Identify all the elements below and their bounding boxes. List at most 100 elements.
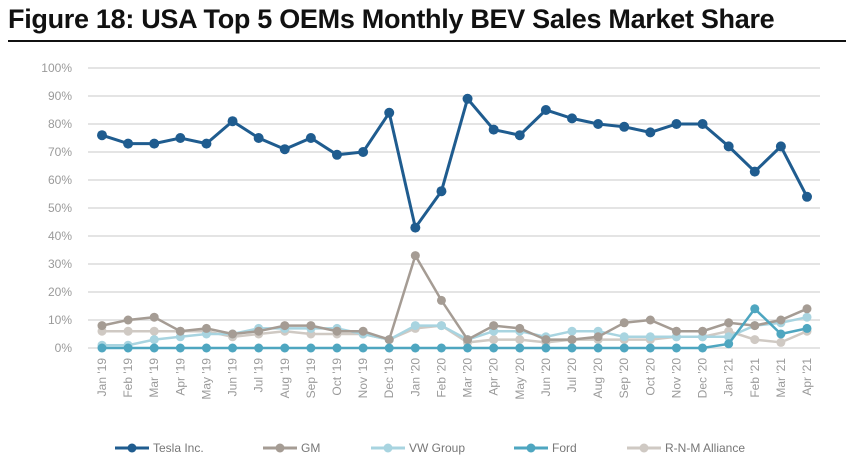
data-point [228,329,238,339]
x-tick-label: Feb '19 [121,358,135,398]
data-point [254,326,264,336]
data-point [332,149,342,160]
legend-label: Tesla Inc. [153,441,204,455]
data-point [645,332,655,342]
data-point [123,326,133,336]
data-point [332,326,342,336]
legend-marker [275,443,285,453]
data-point [776,315,786,325]
data-point [175,326,185,336]
x-tick-label: Aug '19 [278,358,292,399]
x-tick-label: Apr '21 [800,358,814,396]
x-tick-label: Jun '19 [226,358,240,397]
title-underline [8,40,846,42]
series-line-gm [101,252,808,342]
data-point [123,138,134,149]
x-tick-label: Mar '20 [461,358,475,398]
data-point [97,130,107,141]
data-point [775,141,786,152]
data-point [645,343,655,353]
data-point [306,343,316,353]
data-point [671,119,682,129]
data-point [149,326,159,336]
data-point [776,329,786,339]
data-point [436,321,446,331]
data-point [201,138,212,149]
legend-marker [127,443,137,453]
y-tick-label: 80% [48,117,72,131]
legend-marker [639,443,649,453]
x-tick-label: Jun '20 [539,358,553,397]
y-tick-label: 60% [48,173,72,187]
data-point [593,343,603,353]
data-point [436,343,446,353]
data-point [306,321,316,331]
x-tick-label: Mar '19 [147,358,161,398]
data-point [619,318,629,328]
data-point [515,343,525,353]
data-point [149,312,159,322]
x-tick-label: Apr '20 [487,358,501,396]
data-point [280,343,290,353]
y-tick-label: 10% [48,313,72,327]
data-point [227,116,238,127]
data-point [671,326,681,336]
data-point [540,105,551,115]
x-tick-label: Apr '19 [173,358,187,396]
legend-label: Ford [552,441,577,455]
data-point [149,335,159,345]
x-tick-label: May '19 [199,358,213,400]
data-point [97,343,107,353]
data-point [488,124,499,135]
data-point [489,335,499,345]
data-point [671,343,681,353]
data-point [97,321,107,331]
x-tick-label: Nov '20 [669,358,683,399]
legend-label: GM [301,441,320,455]
data-point [750,321,760,331]
x-tick-label: Jan '20 [408,358,422,397]
data-point [724,339,734,349]
data-point [410,321,420,331]
legend-label: R-N-M Alliance [665,441,745,455]
data-point [123,315,133,325]
y-tick-label: 20% [48,285,72,299]
data-point [515,323,525,333]
x-tick-label: May '20 [513,358,527,400]
data-point [750,335,760,345]
series-line-ford [102,306,808,350]
data-point [749,166,760,177]
data-point [593,332,603,342]
legend-marker [383,443,393,453]
data-point [645,127,656,138]
x-tick-label: Aug '20 [591,358,605,399]
y-tick-label: 100% [41,61,72,75]
data-point [358,147,369,157]
x-tick-label: Mar '21 [774,358,788,398]
x-tick-label: Jul '19 [252,358,266,393]
data-point [410,222,421,233]
data-point [645,315,655,325]
data-point [201,323,211,333]
data-point [463,343,473,353]
data-point [567,343,577,353]
data-point [593,119,604,129]
data-point [723,141,734,152]
x-tick-label: Sep '20 [617,358,631,399]
data-point [619,121,630,132]
y-tick-label: 50% [48,201,72,215]
data-point [462,93,473,104]
data-point [305,133,316,143]
data-point [279,144,290,155]
y-tick-label: 90% [48,89,72,103]
x-tick-label: Dec '19 [382,358,396,399]
data-point [175,133,186,143]
x-tick-label: Nov '19 [356,358,370,399]
data-point [384,107,395,118]
data-point [619,332,629,342]
data-point [750,304,760,314]
data-point [724,318,734,328]
x-tick-label: Feb '20 [434,358,448,398]
data-point [228,343,238,353]
data-point [410,251,420,261]
